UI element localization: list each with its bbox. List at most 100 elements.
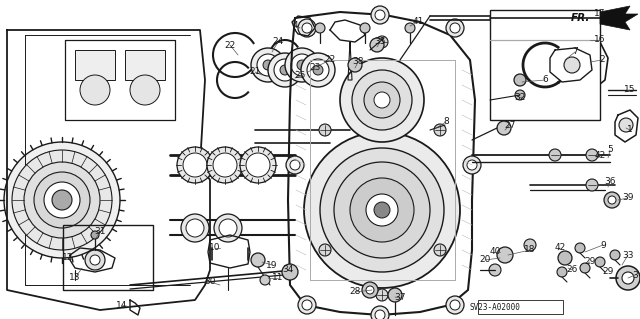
Circle shape — [340, 58, 424, 142]
Circle shape — [350, 178, 414, 242]
Text: 29: 29 — [602, 268, 614, 277]
Circle shape — [616, 266, 640, 290]
Text: 39: 39 — [622, 194, 634, 203]
Circle shape — [497, 247, 513, 263]
Circle shape — [268, 53, 302, 87]
Text: 9: 9 — [600, 241, 606, 249]
Circle shape — [586, 179, 598, 191]
Text: 16: 16 — [595, 35, 605, 44]
Circle shape — [240, 147, 276, 183]
Circle shape — [257, 54, 279, 76]
Circle shape — [586, 149, 598, 161]
Circle shape — [374, 202, 390, 218]
Circle shape — [186, 219, 204, 237]
Circle shape — [371, 6, 389, 24]
Circle shape — [467, 160, 477, 170]
Circle shape — [274, 59, 296, 81]
Circle shape — [282, 264, 298, 280]
Text: 5: 5 — [607, 145, 613, 154]
Circle shape — [319, 124, 331, 136]
Circle shape — [450, 300, 460, 310]
Text: 21: 21 — [250, 68, 260, 77]
Bar — [478, 300, 563, 314]
Circle shape — [366, 286, 374, 294]
Text: 12: 12 — [62, 254, 74, 263]
Circle shape — [497, 121, 511, 135]
Circle shape — [446, 19, 464, 37]
Circle shape — [319, 244, 331, 256]
Text: 30: 30 — [204, 278, 216, 286]
Polygon shape — [600, 6, 638, 30]
Text: 33: 33 — [622, 250, 634, 259]
Text: 31: 31 — [94, 227, 106, 236]
Circle shape — [260, 275, 270, 285]
Circle shape — [388, 288, 402, 302]
Circle shape — [366, 194, 398, 226]
Circle shape — [348, 58, 362, 72]
Circle shape — [320, 148, 444, 272]
Circle shape — [183, 153, 207, 177]
Circle shape — [622, 272, 634, 284]
Circle shape — [177, 147, 213, 183]
Text: 42: 42 — [595, 151, 605, 160]
Text: 20: 20 — [479, 256, 491, 264]
Text: 27: 27 — [504, 121, 516, 130]
Text: 37: 37 — [394, 293, 406, 302]
Circle shape — [434, 244, 446, 256]
Circle shape — [214, 214, 242, 242]
Circle shape — [44, 182, 80, 218]
Circle shape — [450, 23, 460, 33]
Circle shape — [405, 23, 415, 33]
Text: 8: 8 — [443, 117, 449, 127]
Circle shape — [610, 250, 620, 260]
Circle shape — [302, 23, 312, 33]
Circle shape — [352, 70, 412, 130]
Circle shape — [558, 50, 582, 74]
Text: 2: 2 — [599, 56, 605, 64]
Circle shape — [291, 54, 313, 76]
Text: 22: 22 — [225, 41, 236, 49]
Circle shape — [80, 75, 110, 105]
Circle shape — [90, 255, 100, 265]
Circle shape — [297, 60, 307, 70]
Circle shape — [280, 65, 290, 75]
Circle shape — [489, 264, 501, 276]
Circle shape — [246, 153, 270, 177]
Text: 25: 25 — [294, 71, 306, 80]
Circle shape — [375, 310, 385, 319]
Text: 40: 40 — [490, 248, 500, 256]
Circle shape — [362, 282, 378, 298]
Circle shape — [463, 156, 481, 174]
Circle shape — [290, 160, 300, 170]
Text: FR.: FR. — [571, 13, 590, 23]
Circle shape — [360, 23, 370, 33]
Text: 18: 18 — [524, 246, 536, 255]
Text: 15: 15 — [624, 85, 636, 94]
Circle shape — [251, 48, 285, 82]
Circle shape — [446, 296, 464, 314]
Circle shape — [376, 289, 388, 301]
Text: 28: 28 — [349, 287, 361, 296]
Circle shape — [564, 57, 580, 73]
Bar — [63, 225, 153, 290]
Text: 38: 38 — [352, 57, 364, 66]
Text: 3: 3 — [632, 271, 638, 279]
Text: 26: 26 — [566, 265, 578, 275]
Circle shape — [85, 250, 105, 270]
Circle shape — [364, 82, 400, 118]
Circle shape — [557, 267, 567, 277]
Circle shape — [313, 65, 323, 75]
Circle shape — [315, 23, 325, 33]
Circle shape — [286, 156, 304, 174]
Text: SV23-A02000: SV23-A02000 — [470, 303, 520, 312]
Text: 19: 19 — [266, 261, 278, 270]
Circle shape — [301, 53, 335, 87]
Circle shape — [558, 251, 572, 265]
Circle shape — [298, 19, 316, 37]
Text: 41: 41 — [412, 18, 424, 26]
Circle shape — [4, 142, 120, 258]
Circle shape — [91, 231, 99, 239]
Circle shape — [619, 118, 633, 132]
Circle shape — [219, 219, 237, 237]
Circle shape — [334, 162, 430, 258]
